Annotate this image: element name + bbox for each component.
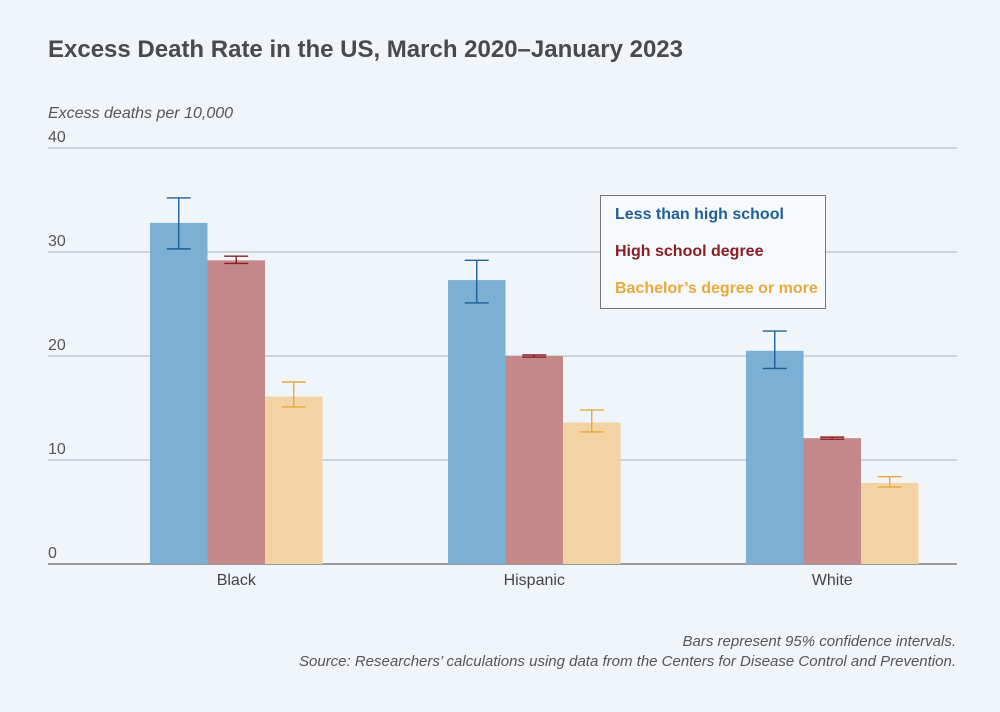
bar [563,422,621,564]
x-tick-label: White [812,572,853,589]
bar [505,356,563,564]
legend-item-bachelors-or-more: Bachelor’s degree or more [615,280,818,297]
y-tick-label: 0 [48,545,57,562]
chart-notes: Bars represent 95% confidence intervals.… [299,632,956,672]
y-axis-label: Excess deaths per 10,000 [48,105,234,122]
legend-item-high-school-degree: High school degree [615,243,764,260]
bar [448,280,506,564]
x-tick-label: Hispanic [504,572,565,589]
bar [803,438,861,564]
bar [861,482,919,564]
legend: Less than high school High school degree… [600,195,826,309]
y-tick-label: 20 [48,337,66,354]
y-tick-labels: 0 10 20 30 40 [48,129,66,562]
chart-title: Excess Death Rate in the US, March 2020–… [48,36,683,63]
x-tick-label: Black [217,572,257,589]
bar [150,222,208,564]
source-note: Source: Researchers’ calculations using … [298,653,956,670]
bar [746,350,804,564]
x-tick-labels: Black Hispanic White [217,572,853,589]
confidence-note: Bars represent 95% confidence intervals. [682,633,956,650]
y-tick-label: 10 [48,441,66,458]
y-tick-label: 30 [48,233,66,250]
bar [207,260,265,564]
bar [265,396,323,564]
bars [150,222,919,564]
legend-item-less-than-high-school: Less than high school [615,206,784,223]
y-tick-label: 40 [48,129,66,146]
error-bars [166,197,902,488]
